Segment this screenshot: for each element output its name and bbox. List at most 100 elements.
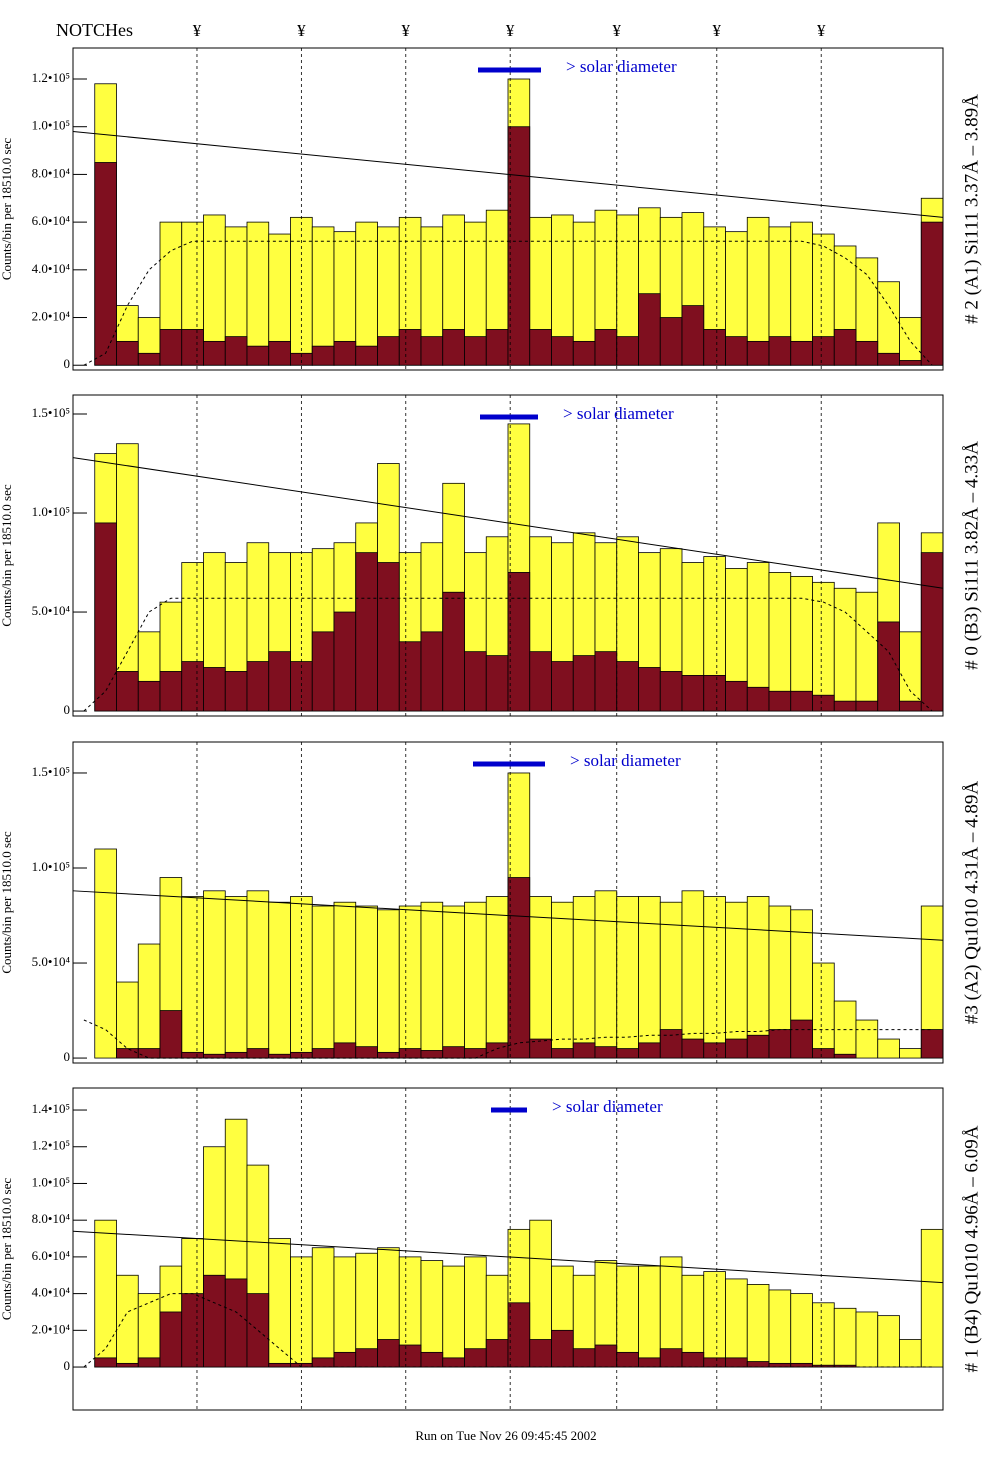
signal-bin	[855, 340, 879, 366]
signal-bin	[855, 700, 879, 712]
signal-bin	[224, 1051, 248, 1059]
notch-symbol: ¥	[297, 21, 306, 40]
y-axis-label: Counts/bin per 18510.0 sec	[0, 138, 14, 280]
signal-bin	[268, 1362, 291, 1368]
signal-bin	[94, 1357, 117, 1368]
annotation: > solar diameter	[570, 751, 681, 770]
signal-bin	[899, 360, 922, 366]
histogram-bin	[485, 896, 509, 1059]
histogram-bin	[899, 317, 922, 366]
histogram-bin	[899, 631, 922, 712]
histogram-bin	[137, 943, 161, 1059]
histogram-bin	[268, 1238, 291, 1368]
signal-bin	[442, 1046, 465, 1059]
signal-bin	[507, 877, 531, 1059]
signal-bin	[768, 1362, 792, 1368]
signal-bin	[616, 1048, 639, 1059]
signal-bin	[790, 690, 813, 712]
signal-bin	[333, 340, 357, 366]
y-tick-label: 1.0•10⁵	[32, 118, 70, 133]
signal-bin	[485, 1042, 509, 1059]
y-tick-label: 5.0•10⁴	[32, 954, 71, 969]
histogram-bin	[833, 587, 857, 712]
signal-bin	[464, 336, 487, 366]
histogram-bin	[137, 1293, 161, 1368]
histogram-bin	[116, 1274, 139, 1368]
histogram-bin	[420, 901, 444, 1059]
signal-bin	[137, 352, 161, 366]
histogram-bin	[355, 905, 378, 1059]
histogram-bin	[746, 896, 770, 1059]
signal-bin	[768, 1029, 792, 1059]
signal-bin	[551, 1329, 574, 1368]
signal-bin	[529, 651, 552, 712]
histogram-bin	[638, 896, 661, 1059]
signal-bin	[181, 1293, 204, 1368]
histogram-bin	[420, 1260, 444, 1368]
signal-bin	[116, 340, 139, 366]
signal-bin	[311, 1357, 335, 1368]
signal-bin	[464, 651, 487, 712]
signal-bin	[899, 700, 922, 712]
signal-bin	[507, 126, 531, 366]
signal-bin	[594, 329, 618, 366]
signal-bin	[507, 572, 531, 712]
signal-bin	[659, 1029, 683, 1059]
trend-line	[72, 130, 944, 218]
signal-bin	[594, 1046, 618, 1059]
signal-bin	[246, 661, 270, 712]
signal-bin	[659, 671, 683, 712]
signal-bin	[616, 336, 639, 366]
signal-bin	[659, 1348, 683, 1368]
plot-frame	[72, 1087, 944, 1411]
signal-bin	[224, 671, 248, 712]
signal-bin	[920, 1029, 944, 1059]
histogram-bin	[616, 896, 639, 1059]
model-curve	[83, 1293, 933, 1368]
signal-bin	[311, 631, 335, 712]
histogram-bin	[725, 1278, 748, 1368]
y-axis-label: Counts/bin per 18510.0 sec	[0, 484, 14, 626]
histogram-bin	[855, 1311, 879, 1368]
signal-bin	[333, 611, 357, 712]
y-tick-label: 1.5•10⁵	[32, 764, 70, 779]
signal-bin	[137, 680, 161, 712]
signal-bin	[398, 641, 422, 712]
histogram-bin	[464, 901, 487, 1059]
signal-bin	[355, 1046, 378, 1059]
signal-bin	[790, 1362, 813, 1368]
histogram-bin	[311, 1247, 335, 1368]
signal-bin	[638, 667, 661, 712]
signal-bin	[159, 1010, 183, 1059]
histogram-bin	[812, 1302, 835, 1368]
signal-bin	[659, 317, 683, 366]
histogram-bin	[920, 1228, 944, 1368]
signal-bin	[398, 1344, 422, 1368]
y-tick-label: 1.0•10⁵	[32, 504, 70, 519]
signal-bin	[464, 1348, 487, 1368]
signal-bin	[703, 675, 726, 712]
histogram-bin	[224, 896, 248, 1059]
histogram-bin	[355, 221, 378, 366]
signal-bin	[442, 329, 465, 366]
histogram-bin	[442, 905, 465, 1059]
signal-bin	[246, 1048, 270, 1059]
signal-bin	[725, 680, 748, 712]
signal-bin	[725, 1357, 748, 1368]
signal-bin	[464, 1048, 487, 1059]
signal-bin	[681, 1351, 705, 1368]
signal-bin	[94, 162, 117, 366]
signal-bin	[203, 1053, 226, 1059]
signal-bin	[420, 336, 444, 366]
histogram-bin	[899, 1048, 922, 1059]
signal-bin	[594, 651, 618, 712]
signal-bin	[333, 1351, 357, 1368]
signal-bin	[529, 1339, 552, 1368]
signal-bin	[746, 340, 770, 366]
signal-bin	[181, 329, 204, 366]
y-tick-label: 1.0•10⁵	[32, 859, 70, 874]
histogram-bin	[398, 905, 422, 1059]
y-tick-label: 0	[64, 1358, 71, 1373]
panel-title: #3 (A2) Qu1010 4.31Å – 4.89Å	[961, 781, 982, 1025]
notch-symbol: ¥	[613, 21, 622, 40]
